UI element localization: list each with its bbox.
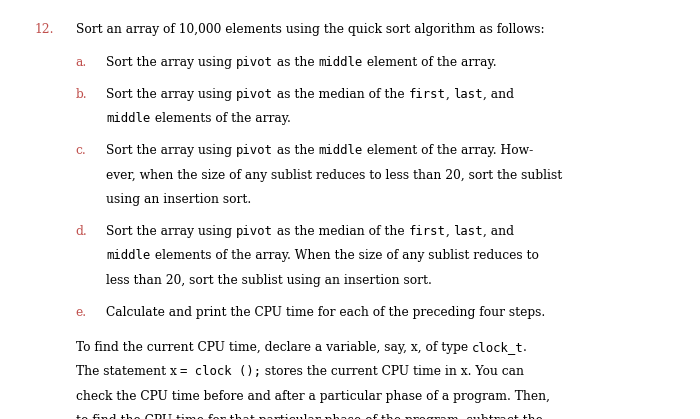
Text: Sort the array using: Sort the array using: [106, 144, 237, 157]
Text: Sort an array of 10,000 elements using the quick sort algorithm as follows:: Sort an array of 10,000 elements using t…: [76, 23, 544, 36]
Text: element of the array.: element of the array.: [363, 56, 496, 69]
Text: b.: b.: [76, 88, 88, 101]
Text: last: last: [454, 88, 483, 101]
Text: Sort the array using: Sort the array using: [106, 225, 237, 238]
Text: The statement x: The statement x: [76, 365, 181, 378]
Text: first: first: [409, 225, 445, 238]
Text: middle: middle: [318, 144, 363, 157]
Text: using an insertion sort.: using an insertion sort.: [106, 193, 252, 206]
Text: pivot: pivot: [237, 144, 273, 157]
Text: elements of the array.: elements of the array.: [150, 112, 290, 125]
Text: as the median of the: as the median of the: [273, 225, 409, 238]
Text: , and: , and: [483, 88, 514, 101]
Text: pivot: pivot: [237, 56, 273, 69]
Text: as the: as the: [273, 144, 318, 157]
Text: as the: as the: [273, 56, 318, 69]
Text: clock_t: clock_t: [472, 341, 523, 354]
Text: middle: middle: [318, 56, 363, 69]
Text: c.: c.: [76, 144, 86, 157]
Text: middle: middle: [106, 249, 150, 262]
Text: less than 20, sort the sublist using an insertion sort.: less than 20, sort the sublist using an …: [106, 274, 433, 287]
Text: to find the CPU time for that particular phase of the program, subtract the: to find the CPU time for that particular…: [76, 414, 542, 419]
Text: stores the current CPU time in x. You can: stores the current CPU time in x. You ca…: [262, 365, 524, 378]
Text: Sort the array using: Sort the array using: [106, 88, 237, 101]
Text: , and: , and: [483, 225, 514, 238]
Text: e.: e.: [76, 306, 87, 319]
Text: elements of the array. When the size of any sublist reduces to: elements of the array. When the size of …: [150, 249, 538, 262]
Text: middle: middle: [106, 112, 150, 125]
Text: .: .: [523, 341, 527, 354]
Text: last: last: [454, 225, 483, 238]
Text: 12.: 12.: [35, 23, 55, 36]
Text: check the CPU time before and after a particular phase of a program. Then,: check the CPU time before and after a pa…: [76, 390, 550, 403]
Text: element of the array. How-: element of the array. How-: [363, 144, 533, 157]
Text: pivot: pivot: [237, 88, 273, 101]
Text: To find the current CPU time, declare a variable, say, x, of type: To find the current CPU time, declare a …: [76, 341, 472, 354]
Text: ever, when the size of any sublist reduces to less than 20, sort the sublist: ever, when the size of any sublist reduc…: [106, 168, 563, 181]
Text: first: first: [409, 88, 445, 101]
Text: as the median of the: as the median of the: [273, 88, 409, 101]
Text: ,: ,: [445, 88, 454, 101]
Text: a.: a.: [76, 56, 87, 69]
Text: Sort the array using: Sort the array using: [106, 56, 237, 69]
Text: pivot: pivot: [237, 225, 273, 238]
Text: ,: ,: [445, 225, 454, 238]
Text: d.: d.: [76, 225, 88, 238]
Text: = clock ();: = clock ();: [181, 365, 262, 378]
Text: Calculate and print the CPU time for each of the preceding four steps.: Calculate and print the CPU time for eac…: [106, 306, 546, 319]
